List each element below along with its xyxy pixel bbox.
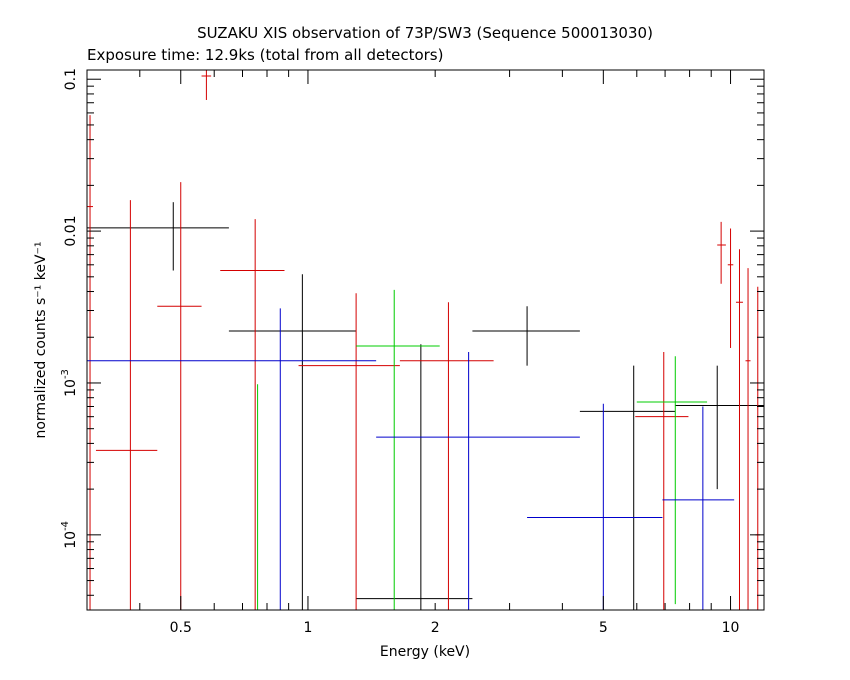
axis-ticks [86,70,764,610]
data-point [87,202,229,271]
data-point [87,115,94,610]
y-tick-label: 10-3 [60,369,79,397]
x-tick-label: 2 [431,620,440,636]
data-point [755,286,761,610]
data-point [201,70,212,100]
series-2 [257,289,708,610]
data-point [579,365,676,610]
data-point [635,351,689,610]
data-point [228,274,357,610]
series-0 [87,202,764,610]
chart-subtitle: Exposure time: 12.9ks (total from all de… [87,46,443,64]
x-tick-label: 10 [722,620,740,636]
data-point [675,365,764,490]
data-point [527,403,663,610]
data-point [399,302,494,610]
data-point [356,344,473,610]
y-tick-label: 0.1 [63,68,79,90]
chart-title: SUZAKU XIS observation of 73P/SW3 (Seque… [197,24,653,42]
data-layer [87,70,764,610]
series-3 [87,308,735,610]
data-point [356,289,440,610]
data-point [636,356,708,605]
plot-frame [86,69,765,611]
data-point [745,268,751,610]
x-tick-label: 0.5 [170,620,192,636]
data-point [95,200,158,610]
tick-label-layer: 0.5 1 2 5 10 0.1 0.01 10-3 10-4 [60,68,739,636]
data-point [727,228,734,348]
x-axis-label: Energy (keV) [380,644,470,660]
x-tick-label: 5 [599,620,608,636]
data-point [298,293,400,610]
data-point [472,306,580,366]
data-point [717,221,726,284]
tick-layer [86,70,764,610]
data-point [735,249,743,610]
data-point [376,351,580,610]
y-tick-label: 10-4 [60,521,79,549]
y-tick-label: 0.01 [63,216,79,247]
data-point [87,308,377,610]
data-point [662,406,735,610]
series-1 [87,70,761,610]
x-tick-label: 1 [303,620,312,636]
data-point [220,219,285,610]
data-point [157,182,202,610]
y-axis-label: normalized counts s⁻¹ keV⁻¹ [33,241,49,438]
